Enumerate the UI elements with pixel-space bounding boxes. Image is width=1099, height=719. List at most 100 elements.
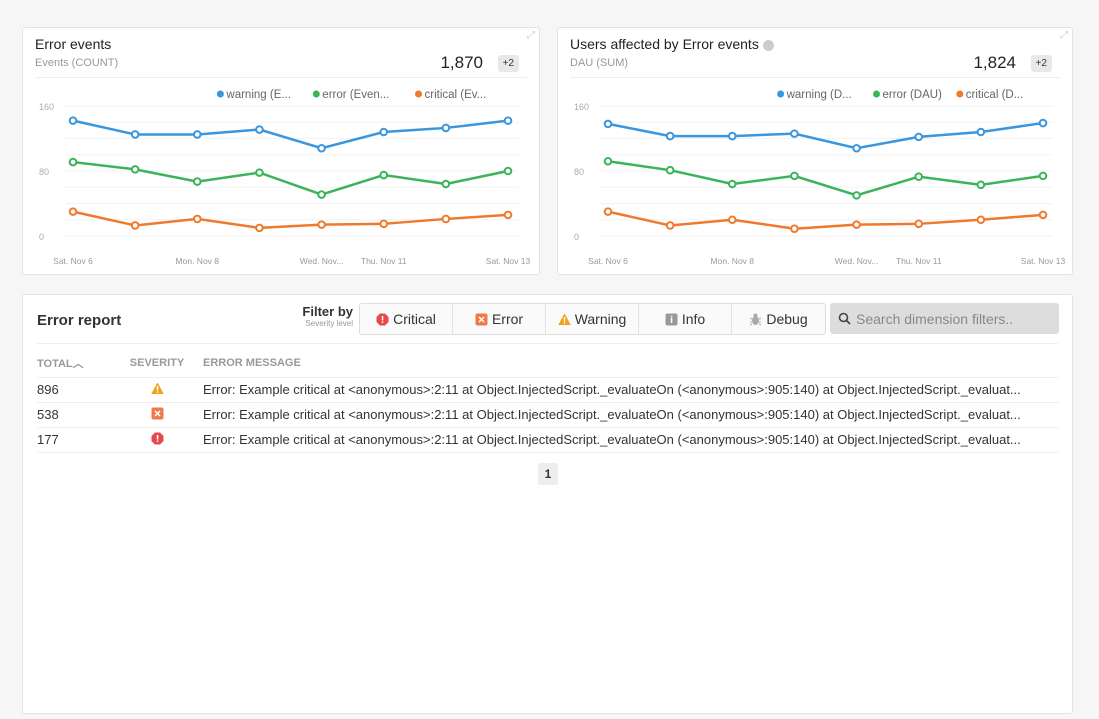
data-point (790, 129, 799, 138)
warning-icon (150, 382, 164, 394)
filter-debug-button[interactable]: Debug (732, 304, 825, 334)
info-icon[interactable] (762, 39, 774, 51)
legend-label: critical (Ev... (425, 89, 487, 101)
series-line-0 (72, 119, 509, 150)
series-line-2 (72, 210, 509, 230)
column-error-message[interactable]: ERROR MESSAGE (197, 349, 1059, 378)
y-tick-label: 0 (574, 232, 579, 242)
y-tick-label: 80 (39, 167, 49, 177)
row-severity (117, 377, 197, 403)
data-point (852, 143, 861, 153)
legend-marker (312, 90, 320, 98)
search-dimension-filters[interactable]: Search dimension filters.. (830, 303, 1059, 334)
row-total: 538 (37, 402, 117, 428)
y-tick-label: 0 (39, 232, 44, 242)
data-point (441, 214, 451, 224)
data-point (976, 180, 986, 190)
row-error-message[interactable]: Error: Example critical at <anonymous>:2… (197, 377, 1059, 403)
row-total: 896 (37, 377, 117, 403)
y-tick-label: 160 (574, 102, 589, 112)
x-tick-label: Sat. Nov 13 (486, 256, 531, 266)
filter-by-label: Filter by Severity level (293, 304, 353, 328)
data-point (441, 123, 451, 133)
series-line-1 (607, 160, 1044, 197)
more-series-badge[interactable]: +2 (1030, 55, 1052, 72)
row-error-message[interactable]: Error: Example critical at <anonymous>:2… (197, 427, 1059, 453)
data-point (130, 165, 140, 174)
data-point (441, 179, 451, 189)
column-total[interactable]: TOTAL︿ (37, 349, 117, 378)
data-point (255, 125, 264, 134)
row-error-message[interactable]: Error: Example critical at <anonymous>:2… (197, 402, 1059, 428)
data-point (68, 116, 78, 125)
panel-subtitle: DAU (SUM) (570, 57, 629, 69)
critical-icon (151, 432, 163, 444)
x-tick-label: Thu. Nov 11 (361, 256, 407, 266)
page-1-button[interactable]: 1 (538, 463, 558, 485)
data-point (68, 157, 78, 167)
data-point (665, 165, 675, 175)
data-point (1038, 171, 1048, 181)
report-title: Error report (37, 312, 122, 329)
warning-icon (557, 313, 571, 325)
more-series-badge[interactable]: +2 (497, 55, 519, 72)
expand-icon[interactable]: ⤢ (527, 30, 535, 41)
filter-label: Critical (393, 311, 436, 327)
x-tick-label: Thu. Nov 11 (896, 256, 942, 266)
info-icon (665, 313, 678, 325)
x-tick-label: Sat. Nov 6 (588, 256, 628, 266)
filter-warning-button[interactable]: Warning (546, 304, 639, 334)
panel-title: Error events (35, 36, 112, 52)
filter-error-button[interactable]: Error (453, 304, 546, 334)
legend-label: error (DAU) (883, 89, 943, 101)
table-row[interactable]: 538 Error: Example critical at <anonymous… (37, 402, 1059, 428)
table-row[interactable]: 177 Error: Example critical at <anonymous… (37, 427, 1059, 453)
series-line-1 (72, 160, 509, 196)
row-severity (117, 427, 197, 453)
divider (37, 343, 1058, 344)
data-point (379, 127, 389, 137)
filter-sublabel: Severity level (305, 319, 353, 328)
search-placeholder: Search dimension filters.. (856, 310, 1014, 327)
divider (570, 77, 1060, 78)
column-severity[interactable]: SEVERITY (117, 349, 197, 378)
data-point (603, 156, 613, 166)
data-point (130, 221, 140, 230)
table-row[interactable]: 896 Error: Example critical at <anonymous… (37, 377, 1059, 403)
filter-info-button[interactable]: Info (639, 304, 732, 334)
filter-label: Info (681, 311, 706, 327)
x-tick-label: Sat. Nov 6 (53, 256, 93, 266)
panel-subtitle: Events (COUNT) (35, 57, 119, 69)
data-point (379, 170, 389, 180)
data-point (503, 210, 513, 220)
search-icon (838, 312, 851, 325)
data-point (192, 214, 202, 224)
data-point (130, 130, 140, 139)
legend-label: critical (D... (966, 89, 1024, 101)
data-point (255, 168, 264, 177)
x-tick-label: Wed. Nov... (300, 256, 344, 266)
data-point (727, 131, 737, 141)
data-point (192, 130, 202, 139)
series-line-2 (607, 210, 1044, 230)
critical-icon (376, 313, 389, 325)
data-point (379, 219, 389, 229)
expand-icon[interactable]: ⤢ (1060, 30, 1068, 41)
legend-label: warning (D... (786, 89, 852, 101)
filter-label: Filter by (302, 304, 353, 319)
panel-title-text: Users affected by Error events (570, 36, 759, 52)
data-point (914, 132, 924, 142)
filter-critical-button[interactable]: Critical (360, 304, 453, 334)
data-point (255, 223, 264, 233)
data-point (727, 215, 737, 225)
users-affected-panel: Users affected by Error events DAU (SUM)… (557, 27, 1073, 275)
legend-marker (777, 90, 785, 98)
x-tick-label: Sat. Nov 13 (1021, 256, 1066, 266)
legend-marker (216, 90, 224, 98)
divider (35, 77, 527, 78)
legend-marker (415, 90, 422, 98)
data-point (790, 171, 799, 181)
column-label: TOTAL (37, 357, 73, 370)
severity-filter-group: Critical Error Warning Info Debug (359, 303, 826, 335)
